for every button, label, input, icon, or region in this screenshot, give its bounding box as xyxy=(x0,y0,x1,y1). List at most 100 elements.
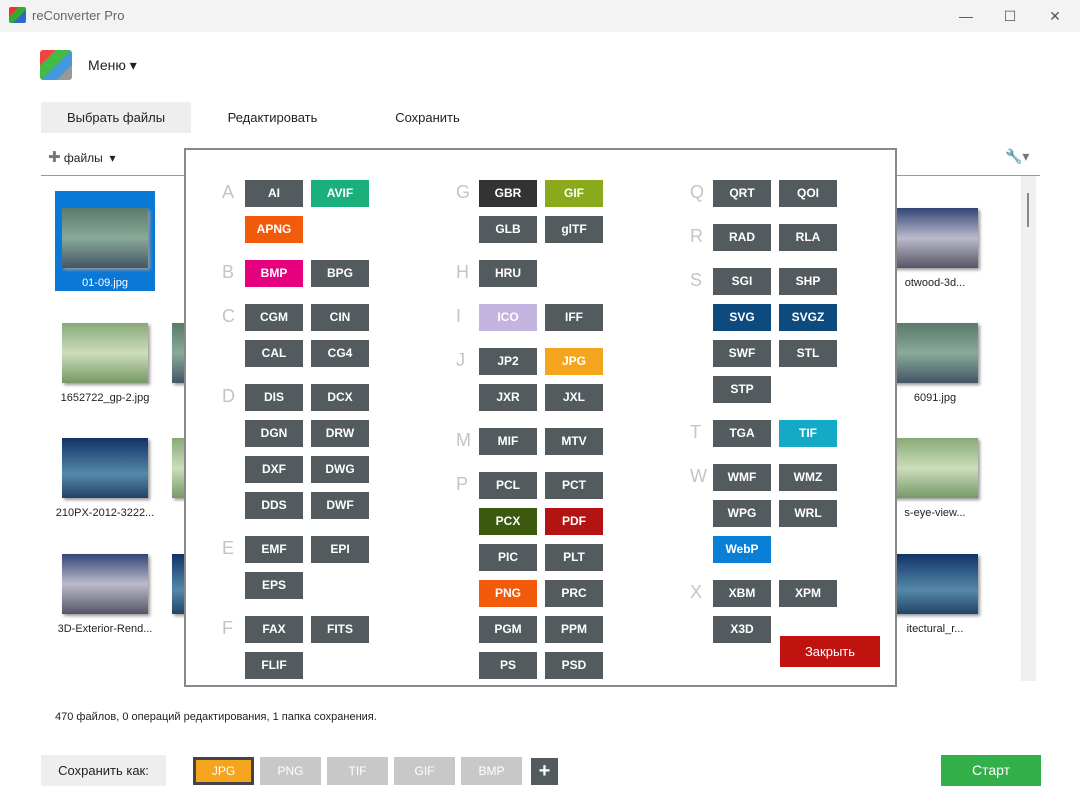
file-thumbnail[interactable]: otwood-3d... xyxy=(885,191,985,291)
output-format-jpg[interactable]: JPG xyxy=(193,757,254,785)
maximize-button[interactable]: ☐ xyxy=(1003,8,1017,24)
output-format-tif[interactable]: TIF xyxy=(327,757,388,785)
format-button-pcx[interactable]: PCX xyxy=(479,508,537,535)
file-thumbnail[interactable]: 210PX-2012-3222... xyxy=(55,421,155,521)
format-button-hru[interactable]: HRU xyxy=(479,260,537,287)
format-button-cal[interactable]: CAL xyxy=(245,340,303,367)
menu-button[interactable]: Меню ▾ xyxy=(88,57,137,73)
format-button-pdf[interactable]: PDF xyxy=(545,508,603,535)
tab-edit[interactable]: Редактировать xyxy=(227,110,318,125)
format-button-mtv[interactable]: MTV xyxy=(545,428,603,455)
format-button-fax[interactable]: FAX xyxy=(245,616,303,643)
format-button-pct[interactable]: PCT xyxy=(545,472,603,499)
minimize-button[interactable]: — xyxy=(959,8,973,24)
format-button-x3d[interactable]: X3D xyxy=(713,616,771,643)
settings-wrench-icon[interactable]: 🔧▾ xyxy=(1005,148,1030,164)
format-button-stl[interactable]: STL xyxy=(779,340,837,367)
format-button-tif[interactable]: TIF xyxy=(779,420,837,447)
format-button-epi[interactable]: EPI xyxy=(311,536,369,563)
file-thumbnail[interactable]: s-eye-view... xyxy=(885,421,985,521)
format-button-bpg[interactable]: BPG xyxy=(311,260,369,287)
format-button-jp2[interactable]: JP2 xyxy=(479,348,537,375)
format-button-png[interactable]: PNG xyxy=(479,580,537,607)
output-format-bmp[interactable]: BMP xyxy=(461,757,522,785)
format-button-wmf[interactable]: WMF xyxy=(713,464,771,491)
format-button-eps[interactable]: EPS xyxy=(245,572,303,599)
format-button-jxr[interactable]: JXR xyxy=(479,384,537,411)
add-files-button[interactable]: ✚ файлы ▾ xyxy=(48,148,116,166)
format-button-qrt[interactable]: QRT xyxy=(713,180,771,207)
format-button-gltf[interactable]: glTF xyxy=(545,216,603,243)
add-format-button[interactable]: + xyxy=(531,758,558,785)
format-button-gbr[interactable]: GBR xyxy=(479,180,537,207)
file-thumbnail[interactable]: itectural_r... xyxy=(885,537,985,637)
file-name: 6091.jpg xyxy=(913,392,957,404)
file-thumbnail[interactable]: 6091.jpg xyxy=(885,306,985,406)
format-button-xpm[interactable]: XPM xyxy=(779,580,837,607)
format-button-glb[interactable]: GLB xyxy=(479,216,537,243)
close-picker-button[interactable]: Закрыть xyxy=(780,636,880,667)
format-button-dis[interactable]: DIS xyxy=(245,384,303,411)
format-button-cin[interactable]: CIN xyxy=(311,304,369,331)
format-button-cg4[interactable]: CG4 xyxy=(311,340,369,367)
format-button-ai[interactable]: AI xyxy=(245,180,303,207)
format-button-avif[interactable]: AVIF xyxy=(311,180,369,207)
format-button-svg[interactable]: SVG xyxy=(713,304,771,331)
tab-save[interactable]: Сохранить xyxy=(395,110,460,125)
tab-select-files[interactable]: Выбрать файлы xyxy=(41,102,191,133)
format-button-apng[interactable]: APNG xyxy=(245,216,303,243)
format-button-flif[interactable]: FLIF xyxy=(245,652,303,679)
format-button-stp[interactable]: STP xyxy=(713,376,771,403)
file-thumbnail[interactable]: 01-09.jpg xyxy=(55,191,155,291)
start-button[interactable]: Старт xyxy=(941,755,1041,786)
format-button-dgn[interactable]: DGN xyxy=(245,420,303,447)
thumbnail-image xyxy=(62,208,148,268)
letter-group-P: P xyxy=(456,474,469,494)
format-button-pic[interactable]: PIC xyxy=(479,544,537,571)
format-button-emf[interactable]: EMF xyxy=(245,536,303,563)
format-button-pcl[interactable]: PCL xyxy=(479,472,537,499)
app-logo xyxy=(40,50,72,80)
format-button-wmz[interactable]: WMZ xyxy=(779,464,837,491)
format-button-prc[interactable]: PRC xyxy=(545,580,603,607)
file-list-scrollbar[interactable] xyxy=(1021,176,1036,681)
format-button-sgi[interactable]: SGI xyxy=(713,268,771,295)
format-button-plt[interactable]: PLT xyxy=(545,544,603,571)
format-button-rla[interactable]: RLA xyxy=(779,224,837,251)
file-thumbnail[interactable]: 1652722_gp-2.jpg xyxy=(55,306,155,406)
format-button-wrl[interactable]: WRL xyxy=(779,500,837,527)
format-button-fits[interactable]: FITS xyxy=(311,616,369,643)
format-button-mif[interactable]: MIF xyxy=(479,428,537,455)
format-button-dcx[interactable]: DCX xyxy=(311,384,369,411)
format-button-qoi[interactable]: QOI xyxy=(779,180,837,207)
format-button-psd[interactable]: PSD xyxy=(545,652,603,679)
format-button-dwf[interactable]: DWF xyxy=(311,492,369,519)
format-button-iff[interactable]: IFF xyxy=(545,304,603,331)
format-button-dxf[interactable]: DXF xyxy=(245,456,303,483)
format-button-xbm[interactable]: XBM xyxy=(713,580,771,607)
format-button-tga[interactable]: TGA xyxy=(713,420,771,447)
format-button-dds[interactable]: DDS xyxy=(245,492,303,519)
output-format-gif[interactable]: GIF xyxy=(394,757,455,785)
format-button-dwg[interactable]: DWG xyxy=(311,456,369,483)
format-button-webp[interactable]: WebP xyxy=(713,536,771,563)
chevron-down-icon: ▾ xyxy=(109,151,116,165)
format-button-svgz[interactable]: SVGZ xyxy=(779,304,837,331)
output-format-png[interactable]: PNG xyxy=(260,757,321,785)
format-button-jxl[interactable]: JXL xyxy=(545,384,603,411)
format-button-cgm[interactable]: CGM xyxy=(245,304,303,331)
format-button-shp[interactable]: SHP xyxy=(779,268,837,295)
format-button-wpg[interactable]: WPG xyxy=(713,500,771,527)
format-button-pgm[interactable]: PGM xyxy=(479,616,537,643)
format-button-ps[interactable]: PS xyxy=(479,652,537,679)
format-button-bmp[interactable]: BMP xyxy=(245,260,303,287)
format-button-drw[interactable]: DRW xyxy=(311,420,369,447)
close-window-button[interactable]: ✕ xyxy=(1049,8,1061,24)
format-button-gif[interactable]: GIF xyxy=(545,180,603,207)
format-button-jpg[interactable]: JPG xyxy=(545,348,603,375)
format-button-ppm[interactable]: PPM xyxy=(545,616,603,643)
file-thumbnail[interactable]: 3D-Exterior-Rend... xyxy=(55,537,155,637)
format-button-ico[interactable]: ICO xyxy=(479,304,537,331)
format-button-rad[interactable]: RAD xyxy=(713,224,771,251)
format-button-swf[interactable]: SWF xyxy=(713,340,771,367)
